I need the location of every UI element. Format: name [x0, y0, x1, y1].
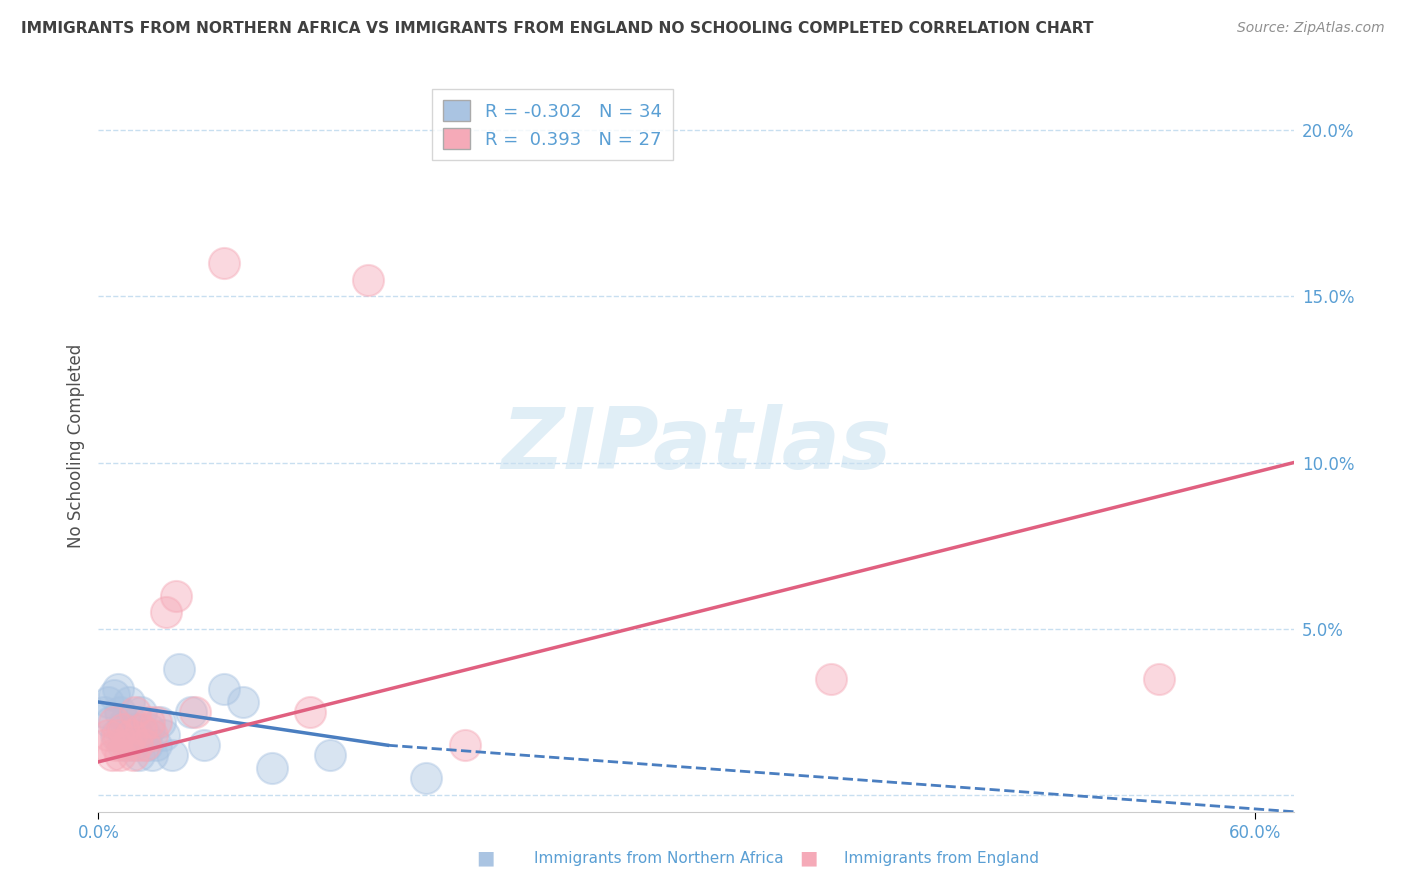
Point	[98, 714, 121, 729]
Point	[93, 705, 115, 719]
Point	[122, 738, 145, 752]
Point	[120, 714, 142, 729]
Point	[169, 662, 191, 676]
Point	[112, 738, 135, 752]
Point	[135, 738, 157, 752]
Point	[820, 672, 842, 686]
Point	[180, 705, 202, 719]
Point	[103, 689, 125, 703]
Point	[101, 748, 124, 763]
Text: ■: ■	[799, 848, 818, 868]
Point	[149, 714, 172, 729]
Point	[1147, 672, 1170, 686]
Point	[117, 738, 139, 752]
Point	[193, 738, 215, 752]
Point	[453, 738, 475, 752]
Point	[212, 681, 235, 696]
Point	[108, 748, 131, 763]
Point	[117, 728, 139, 742]
Point	[129, 705, 152, 719]
Point	[232, 695, 254, 709]
Point	[141, 748, 163, 763]
Point	[103, 714, 125, 729]
Text: Immigrants from Northern Africa: Immigrants from Northern Africa	[534, 851, 785, 865]
Point	[134, 728, 156, 742]
Point	[97, 728, 120, 742]
Point	[145, 738, 167, 752]
Y-axis label: No Schooling Completed: No Schooling Completed	[66, 344, 84, 548]
Text: Immigrants from England: Immigrants from England	[844, 851, 1039, 865]
Point	[97, 695, 120, 709]
Point	[104, 738, 127, 752]
Legend: R = -0.302   N = 34, R =  0.393   N = 27: R = -0.302 N = 34, R = 0.393 N = 27	[433, 89, 672, 160]
Point	[155, 605, 177, 619]
Point	[138, 714, 160, 729]
Point	[184, 705, 207, 719]
Point	[319, 748, 342, 763]
Text: ZIPatlas: ZIPatlas	[501, 404, 891, 488]
Point	[93, 738, 115, 752]
Point	[124, 705, 146, 719]
Text: IMMIGRANTS FROM NORTHERN AFRICA VS IMMIGRANTS FROM ENGLAND NO SCHOOLING COMPLETE: IMMIGRANTS FROM NORTHERN AFRICA VS IMMIG…	[21, 21, 1094, 36]
Text: Source: ZipAtlas.com: Source: ZipAtlas.com	[1237, 21, 1385, 35]
Point	[125, 738, 148, 752]
Point	[114, 714, 136, 729]
Point	[415, 772, 437, 786]
Point	[108, 705, 131, 719]
Point	[107, 681, 129, 696]
Point	[125, 728, 148, 742]
Point	[260, 762, 283, 776]
Point	[134, 738, 156, 752]
Point	[141, 728, 163, 742]
Point	[145, 714, 167, 729]
Text: ■: ■	[475, 848, 495, 868]
Point	[107, 728, 129, 742]
Point	[128, 748, 150, 763]
Point	[212, 256, 235, 270]
Point	[118, 695, 141, 709]
Point	[138, 722, 160, 736]
Point	[122, 748, 145, 763]
Point	[357, 273, 380, 287]
Point	[153, 728, 176, 742]
Point	[165, 589, 187, 603]
Point	[124, 722, 146, 736]
Point	[160, 748, 183, 763]
Point	[299, 705, 322, 719]
Point	[129, 722, 152, 736]
Point	[104, 728, 127, 742]
Point	[120, 728, 142, 742]
Point	[112, 722, 135, 736]
Point	[110, 722, 132, 736]
